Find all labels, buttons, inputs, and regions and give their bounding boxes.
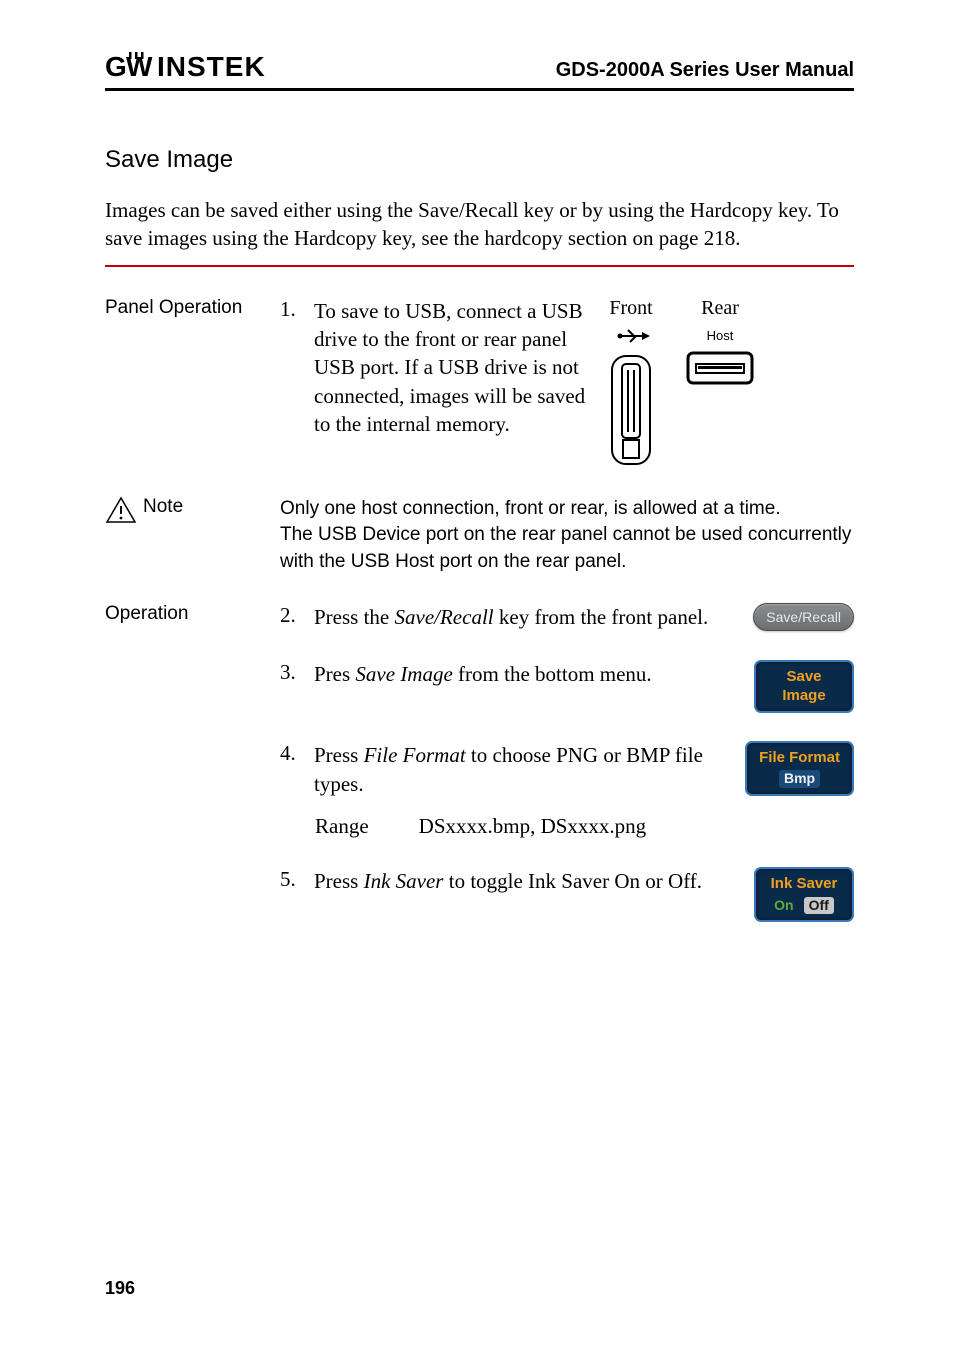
step-text: Press File Format to choose PNG or BMP f… xyxy=(314,741,733,798)
left-label-panel-operation: Panel Operation xyxy=(105,297,280,468)
step-text: To save to USB, connect a USB drive to t… xyxy=(314,297,594,439)
save-image-softkey: Save Image xyxy=(754,660,854,714)
range-value: DSxxxx.bmp, DSxxxx.png xyxy=(419,814,647,839)
range-row: Range DSxxxx.bmp, DSxxxx.png xyxy=(315,814,854,839)
range-label: Range xyxy=(315,814,369,839)
step-text: Press the Save/Recall key from the front… xyxy=(314,603,741,631)
left-label-empty xyxy=(105,867,280,922)
toggle-on: On xyxy=(774,897,793,915)
warning-icon xyxy=(105,496,137,524)
row-note: Note Only one host connection, front or … xyxy=(105,496,854,576)
step-text-post: from the bottom menu. xyxy=(453,662,652,686)
left-label-empty xyxy=(105,741,280,839)
left-label-operation: Operation xyxy=(105,603,280,631)
step-text: Press Ink Saver to toggle Ink Saver On o… xyxy=(314,867,742,895)
softkey-line1: Save xyxy=(786,668,821,687)
svg-text:INSTEK: INSTEK xyxy=(157,51,266,82)
step-text-pre: Press xyxy=(314,869,364,893)
step-text-post: key from the front panel. xyxy=(494,605,709,629)
file-format-softkey: File Format Bmp xyxy=(745,741,854,795)
button-graphic: File Format Bmp xyxy=(745,741,854,795)
step-text-italic: Save/Recall xyxy=(395,605,494,629)
softkey-sub: Bmp xyxy=(779,770,820,788)
softkey-line1: File Format xyxy=(759,749,840,768)
section-divider xyxy=(105,265,854,267)
row-step4: 4. Press File Format to choose PNG or BM… xyxy=(105,741,854,839)
usb-rear-icon xyxy=(686,351,754,385)
usb-rear-label: Rear xyxy=(701,297,739,320)
step-text-post: to toggle Ink Saver On or Off. xyxy=(443,869,702,893)
step-text-pre: Press the xyxy=(314,605,395,629)
softkey-line2: Image xyxy=(782,687,825,706)
brand-logo: G W INSTEK xyxy=(105,50,277,82)
usb-front-label: Front xyxy=(609,297,652,320)
step-text-italic: File Format xyxy=(364,743,466,767)
row-operation-step2: Operation 2. Press the Save/Recall key f… xyxy=(105,603,854,631)
row-panel-operation: Panel Operation 1. To save to USB, conne… xyxy=(105,297,854,468)
button-graphic: Save Image xyxy=(754,660,854,714)
note-text: Only one host connection, front or rear,… xyxy=(280,496,854,576)
usb-illustration: Front Rear xyxy=(606,297,754,468)
toggle-off: Off xyxy=(804,897,834,915)
step-number: 1. xyxy=(280,297,302,322)
usb-front-icon xyxy=(606,328,656,468)
row-step3: 3. Pres Save Image from the bottom menu.… xyxy=(105,660,854,714)
left-label-empty xyxy=(105,660,280,714)
step-number: 2. xyxy=(280,603,302,628)
logo-svg: G W INSTEK xyxy=(105,50,277,82)
page-header: G W INSTEK GDS-2000A Series User Manual xyxy=(105,50,854,91)
note-label: Note xyxy=(143,496,183,518)
step-text: Pres Save Image from the bottom menu. xyxy=(314,660,742,688)
step-text-italic: Ink Saver xyxy=(364,869,444,893)
button-graphic: Ink Saver On Off xyxy=(754,867,854,922)
step-number: 3. xyxy=(280,660,302,685)
step-number: 4. xyxy=(280,741,302,766)
button-graphic: Save/Recall xyxy=(753,603,854,631)
step-text-pre: Pres xyxy=(314,662,355,686)
usb-host-label: Host xyxy=(707,328,734,343)
softkey-line1: Ink Saver xyxy=(771,875,838,894)
left-label-note: Note xyxy=(105,496,280,576)
step-number: 5. xyxy=(280,867,302,892)
svg-text:G: G xyxy=(105,51,127,82)
section-intro: Images can be saved either using the Sav… xyxy=(105,196,854,253)
ink-saver-softkey: Ink Saver On Off xyxy=(754,867,854,922)
step-text-pre: Press xyxy=(314,743,364,767)
step-text-italic: Save Image xyxy=(355,662,452,686)
section-title: Save Image xyxy=(105,146,854,174)
manual-title: GDS-2000A Series User Manual xyxy=(556,59,854,82)
page-number: 196 xyxy=(105,1278,135,1299)
row-step5: 5. Press Ink Saver to toggle Ink Saver O… xyxy=(105,867,854,922)
save-recall-key: Save/Recall xyxy=(753,603,854,631)
